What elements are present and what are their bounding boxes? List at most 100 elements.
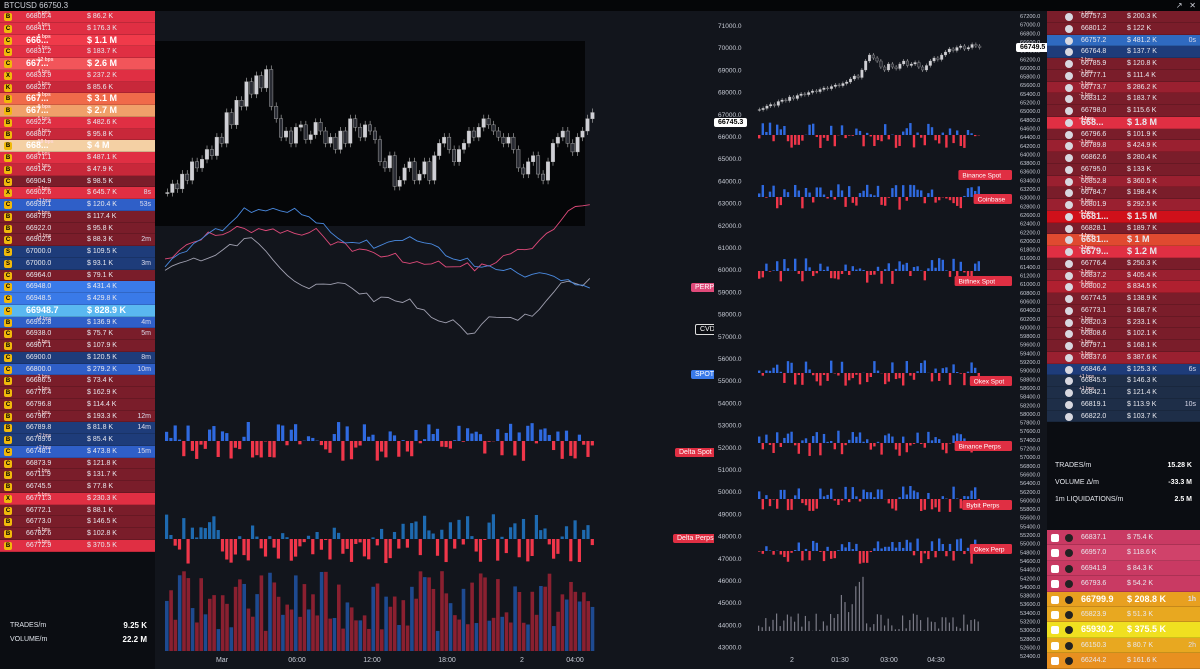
trade-row[interactable]: B -4 bps 66880.7 $ 95.8 K [0, 128, 155, 141]
trade-row[interactable]: B -5 bps 66922.4 $ 482.6 K [0, 116, 155, 129]
trade-row[interactable]: C 66873.9 $ 121.8 K [0, 457, 155, 470]
trade-row[interactable]: B +2 bps 66789.6 $ 85.4 K [0, 433, 155, 446]
right-axis-label: 57400.0 [1020, 438, 1040, 444]
trade-row[interactable]: B -18 bps 668... $ 4 M [0, 139, 155, 152]
trades-feed-right[interactable]: -1 bps 66757.3 $ 200.3 K 66801.2 $ 122 K 6675… [1047, 11, 1200, 454]
trade-row[interactable]: 66796.6 $ 101.9 K [1047, 128, 1200, 141]
trade-row[interactable]: B -2 bps 66907.1 $ 107.9 K [0, 339, 155, 352]
trade-row[interactable]: -2 bps 66831.2 $ 183.7 K [1047, 92, 1200, 105]
trade-row[interactable]: C 66904.9 $ 98.5 K [0, 175, 155, 188]
trade-row[interactable]: S 67000.0 $ 93.1 K 3m [0, 257, 155, 270]
trade-row[interactable]: B -6 bps 66805.4 $ 86.2 K [0, 11, 155, 23]
trade-row[interactable]: -2 bps 66808.6 $ 102.1 K [1047, 327, 1200, 340]
trade-row[interactable]: C -12 bps 667... $ 2.6 M [0, 57, 155, 70]
trade-row[interactable]: -4 bps 668... $ 1.8 M [1047, 116, 1200, 129]
liquidation-row[interactable]: 66957.0 $ 118.6 K [1047, 545, 1200, 561]
exchange-chart[interactable]: 71000.0 70000.0 69000.0 68000.0 67000.0 66000… [714, 11, 1047, 669]
trade-row[interactable]: B -8 bps 667... $ 2.7 M [0, 104, 155, 117]
trade-row[interactable]: S 67000.0 $ 109.5 K [0, 246, 155, 258]
trade-row[interactable]: 66819.1 $ 113.9 K 10s [1047, 398, 1200, 411]
trade-row[interactable]: -3 bps 66773.7 $ 286.2 K [1047, 81, 1200, 94]
close-icon[interactable]: ✕ [1189, 1, 1196, 10]
trade-row[interactable]: 66757.2 $ 481.2 K 0s [1047, 34, 1200, 47]
trade-row[interactable]: -2 bps 66852.8 $ 360.5 K [1047, 175, 1200, 188]
trade-row[interactable]: C 66938.0 $ 75.7 K 5m [0, 328, 155, 340]
trade-row[interactable]: C -5 bps 66841.1 $ 176.3 K [0, 22, 155, 35]
main-chart-svg[interactable]: Mar 06:00 12:00 18:00 2 04:00 [155, 11, 714, 669]
trade-row[interactable]: +1 bps 66842.1 $ 121.4 K [1047, 386, 1200, 399]
trade-row[interactable]: B -1 bps 66776.4 $ 162.9 K [0, 386, 155, 399]
liquidation-row[interactable]: 66793.6 $ 54.2 K [1047, 576, 1200, 592]
liquidation-row[interactable]: 66150.3 $ 80.7 K 2h [1047, 637, 1200, 654]
trade-row[interactable]: -8 bps 66801.9 $ 292.5 K [1047, 198, 1200, 211]
trade-row[interactable]: C 66948.0 $ 431.4 K [0, 281, 155, 293]
trade-row[interactable]: +1 bps 66845.5 $ 146.3 K [1047, 374, 1200, 387]
trade-row[interactable]: B -3 bps 66772.9 $ 370.5 K [0, 539, 155, 552]
trades-feed-left[interactable]: B -6 bps 66805.4 $ 86.2 K C -5 bps 66841.1 $ 17… [0, 11, 155, 612]
trade-row[interactable]: B 66773.0 $ 146.5 K [0, 516, 155, 528]
trade-row[interactable]: 66773.1 $ 168.7 K [1047, 304, 1200, 317]
trade-row[interactable]: -1 bps 66757.3 $ 200.3 K [1047, 11, 1200, 23]
trade-row[interactable]: C -1 bps 66831.2 $ 183.7 K [0, 45, 155, 58]
trade-row[interactable]: C +2 bps 66748.1 $ 473.8 K 15m [0, 445, 155, 458]
trade-row[interactable]: -1 bps 66820.3 $ 233.1 K [1047, 316, 1200, 329]
trade-row[interactable]: B 66789.8 $ 81.8 K 14m [0, 422, 155, 434]
trade-row[interactable]: C 66964.0 $ 79.1 K [0, 269, 155, 282]
liquidation-row[interactable]: 66799.9 $ 208.8 K 1h [1047, 591, 1200, 607]
trade-row[interactable]: C +1 bps 66939.1 $ 120.4 K 53s [0, 198, 155, 211]
trade-row[interactable]: 66764.8 $ 137.7 K [1047, 46, 1200, 58]
trade-row[interactable]: C -5 bps 666... $ 1.1 M [0, 34, 155, 47]
trade-row[interactable]: B -2 bps 66686.5 $ 73.4 K [0, 374, 155, 387]
trade-row[interactable]: B -2 bps 66711.9 $ 131.7 K [0, 468, 155, 481]
trade-row[interactable]: C 66900.0 $ 120.5 K 8m [0, 351, 155, 364]
liquidation-row[interactable]: 65823.9 $ 51.3 K [1047, 606, 1200, 623]
trade-row[interactable]: X -4 bps 66833.9 $ 237.2 K [0, 69, 155, 82]
trade-row[interactable]: K -3 bps 66825.7 $ 85.6 K [0, 81, 155, 94]
liquidation-row[interactable]: 66244.2 $ 161.6 K [1047, 653, 1200, 669]
popout-icon[interactable]: ↗ [1175, 1, 1183, 10]
trade-row[interactable]: -2 bps 66837.2 $ 405.4 K [1047, 269, 1200, 282]
trade-row[interactable]: B 66745.5 $ 77.8 K [0, 481, 155, 493]
trade-row[interactable]: -4 bps 6681... $ 1 M [1047, 233, 1200, 246]
trade-row[interactable]: C 66948.5 $ 429.8 K [0, 293, 155, 305]
trade-row[interactable]: -1 bps 66797.1 $ 168.1 K [1047, 339, 1200, 352]
liquidation-row[interactable]: 66837.1 $ 75.4 K [1047, 530, 1200, 546]
trade-row[interactable]: -2 bps 66785.9 $ 120.8 K [1047, 57, 1200, 70]
trade-row[interactable]: 66828.1 $ 189.7 K [1047, 222, 1200, 235]
trade-row[interactable]: X -7 bps 66902.6 $ 645.7 K 8s [0, 186, 155, 199]
trade-row[interactable]: -5 bps 6681... $ 1.5 M [1047, 210, 1200, 223]
trade-row[interactable]: 66822.0 $ 103.7 K [1047, 410, 1200, 423]
trade-row[interactable]: X -5 bps 66771.3 $ 230.3 K [0, 492, 155, 505]
trade-row[interactable]: -1 bps 66777.1 $ 111.4 K [1047, 69, 1200, 82]
trade-row[interactable]: B -2 bps 66782.6 $ 102.8 K [0, 527, 155, 540]
main-chart[interactable]: Mar 06:00 12:00 18:00 2 04:00 PERP CVD SPOT D… [155, 11, 714, 669]
liquidation-row[interactable]: 66941.9 $ 84.3 K [1047, 560, 1200, 577]
trade-row[interactable]: B -6 bps 66871.1 $ 487.1 K [0, 151, 155, 164]
trade-row[interactable]: -1 bps 66784.7 $ 198.4 K [1047, 186, 1200, 199]
trade-row[interactable]: -3 bps 6679... $ 1.2 M [1047, 245, 1200, 258]
trade-row[interactable]: B -2 bps 66914.2 $ 47.9 K [0, 163, 155, 176]
trade-row[interactable]: C 66772.1 $ 88.1 K [0, 504, 155, 517]
trade-row[interactable]: B -9 bps 667... $ 3.1 M [0, 92, 155, 105]
trade-row[interactable]: 66846.4 $ 125.3 K 6s [1047, 363, 1200, 376]
trade-row[interactable]: 66774.5 $ 138.9 K [1047, 293, 1200, 305]
trade-row[interactable]: B 66922.0 $ 95.8 K [0, 222, 155, 235]
trade-row[interactable]: B +4 bps 66952.8 $ 136.9 K 4m [0, 316, 155, 329]
exchange-chart-svg[interactable]: 71000.070000.069000.068000.067000.066000… [714, 11, 1047, 669]
trade-row[interactable]: 66801.2 $ 122 K [1047, 22, 1200, 35]
liquidation-row[interactable]: 65930.2 $ 375.5 K [1047, 622, 1200, 638]
trade-row[interactable]: 66798.0 $ 115.6 K [1047, 105, 1200, 117]
trade-row[interactable]: 66862.6 $ 280.4 K [1047, 152, 1200, 164]
trade-row[interactable]: -6 bps 66800.2 $ 834.5 K [1047, 280, 1200, 293]
trade-row[interactable]: C 66800.0 $ 279.2 K 10m [0, 363, 155, 376]
trade-row[interactable]: 66795.0 $ 133 K [1047, 163, 1200, 176]
trade-row[interactable]: C 66796.8 $ 114.4 K [0, 398, 155, 411]
trade-row[interactable]: B -2 bps 66879.9 $ 117.4 K [0, 210, 155, 223]
liquidations-feed[interactable]: 66837.1 $ 75.4 K 66957.0 $ 118.6 K 66941.9 $ … [1047, 530, 1200, 669]
trade-row[interactable]: B -1 bps 66796.7 $ 193.3 K 12m [0, 410, 155, 423]
trade-row[interactable]: -3 bps 66837.6 $ 387.6 K [1047, 351, 1200, 364]
trade-row[interactable]: C 66948.7 $ 828.9 K [0, 304, 155, 317]
trade-row[interactable]: C +1 bps 66902.5 $ 88.3 K 2m [0, 233, 155, 246]
trade-row[interactable]: -3 bps 66789.8 $ 424.9 K [1047, 139, 1200, 152]
trade-row[interactable]: 66776.4 $ 250.3 K [1047, 257, 1200, 270]
